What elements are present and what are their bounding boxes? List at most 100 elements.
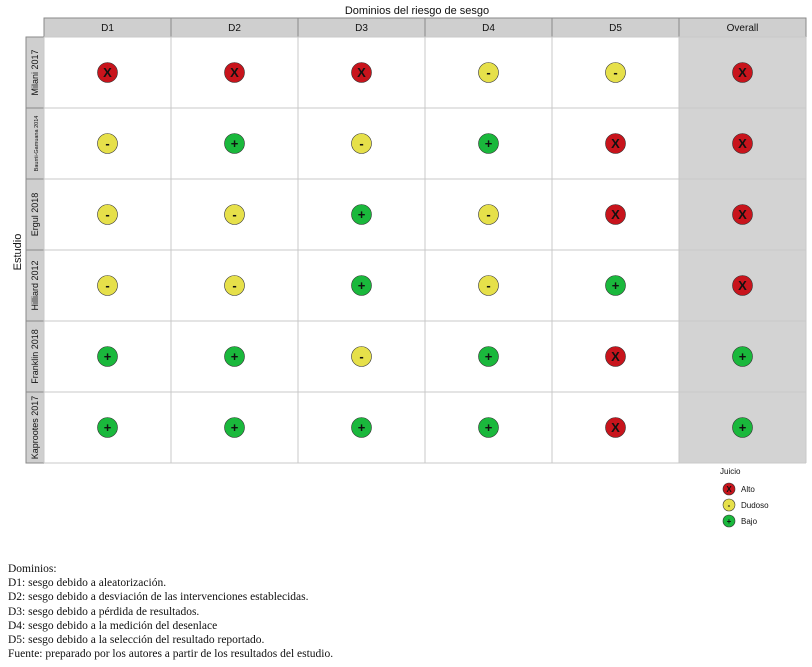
risk-of-bias-chart: Dominios del riesgo de sesgo Estudio D1 D… <box>12 5 807 528</box>
svg-text:-: - <box>105 207 109 222</box>
note-d2: D2: sesgo debido a desviación de las int… <box>8 591 309 604</box>
svg-text:X: X <box>738 278 747 293</box>
judgement-marker-kaprootes-2017-d3: + <box>351 417 372 438</box>
svg-text:-: - <box>359 349 363 364</box>
note-d3: D3: sesgo debido a pérdida de resultados… <box>8 605 200 618</box>
study-label-franklin-2018: Franklin 2018 <box>30 329 40 384</box>
notes-heading: Dominios: <box>8 563 57 575</box>
note-d1: D1: sesgo debido a aleatorización. <box>8 577 167 590</box>
judgement-marker-ergul-2018-d5: X <box>605 204 626 225</box>
svg-text:+: + <box>231 136 239 151</box>
judgement-marker-hilliard-2012-d3: + <box>351 275 372 296</box>
judgement-marker-milani-2017-d5: - <box>605 62 626 83</box>
legend-label-alto: Alto <box>741 485 755 494</box>
judgement-marker-kaprootes-2017-overall: + <box>732 417 753 438</box>
judgement-marker-baurrii-gamuana-2014-d2: + <box>224 133 245 154</box>
svg-text:-: - <box>728 501 731 510</box>
svg-text:+: + <box>739 420 747 435</box>
legend-title: Juicio <box>720 467 741 476</box>
column-header-label: D1 <box>101 23 114 34</box>
judgement-marker-milani-2017-d1: X <box>97 62 118 83</box>
legend-label-bajo: Bajo <box>741 517 758 526</box>
source-note: Fuente: preparado por los autores a part… <box>8 648 334 661</box>
chart-title: Dominios del riesgo de sesgo <box>345 5 489 17</box>
judgement-marker-milani-2017-overall: X <box>732 62 753 83</box>
judgement-marker-kaprootes-2017-d1: + <box>97 417 118 438</box>
svg-text:X: X <box>726 485 732 494</box>
judgement-marker-ergul-2018-overall: X <box>732 204 753 225</box>
svg-text:X: X <box>738 136 747 151</box>
svg-text:+: + <box>485 349 493 364</box>
judgement-marker-milani-2017-d2: X <box>224 62 245 83</box>
svg-text:X: X <box>738 65 747 80</box>
judgement-marker-baurrii-gamuana-2014-d1: - <box>97 133 118 154</box>
judgement-marker-franklin-2018-d5: X <box>605 346 626 367</box>
svg-text:X: X <box>611 207 620 222</box>
svg-text:+: + <box>358 278 366 293</box>
judgement-marker-milani-2017-d3: X <box>351 62 372 83</box>
judgement-marker-kaprootes-2017-d4: + <box>478 417 499 438</box>
svg-text:X: X <box>103 65 112 80</box>
study-label-ergul-2018: Ergul 2018 <box>30 193 40 237</box>
svg-text:-: - <box>232 207 236 222</box>
svg-text:-: - <box>359 136 363 151</box>
svg-text:+: + <box>231 349 239 364</box>
legend-marker-alto: X <box>722 482 736 496</box>
svg-text:X: X <box>230 65 239 80</box>
legend-marker-bajo: + <box>722 514 736 528</box>
judgement-marker-kaprootes-2017-d2: + <box>224 417 245 438</box>
svg-text:-: - <box>105 136 109 151</box>
study-label-kaprootes-2017: Kaprootes 2017 <box>30 396 40 460</box>
svg-text:+: + <box>485 420 493 435</box>
svg-text:+: + <box>612 278 620 293</box>
study-label-hilliard-2012: Hilliard 2012 <box>30 260 40 310</box>
note-d4: D4: sesgo debido a la medición del desen… <box>8 619 218 632</box>
svg-text:+: + <box>231 420 239 435</box>
svg-text:X: X <box>611 420 620 435</box>
study-label-milani-2017: Milani 2017 <box>30 49 40 95</box>
svg-text:-: - <box>613 65 617 80</box>
judgement-marker-franklin-2018-overall: + <box>732 346 753 367</box>
judgement-marker-franklin-2018-d4: + <box>478 346 499 367</box>
svg-text:-: - <box>486 278 490 293</box>
study-label-baurrii-gamuana-2014: Baurrii-Gamuana 2014 <box>34 116 40 172</box>
svg-text:+: + <box>358 207 366 222</box>
note-d5: D5: sesgo debido a la selección del resu… <box>8 634 265 647</box>
domain-notes: Dominios: D1: sesgo debido a aleatorizac… <box>8 562 333 661</box>
judgement-marker-franklin-2018-d2: + <box>224 346 245 367</box>
judgement-marker-ergul-2018-d4: - <box>478 204 499 225</box>
svg-text:-: - <box>486 65 490 80</box>
judgement-marker-baurrii-gamuana-2014-d5: X <box>605 133 626 154</box>
judgement-marker-ergul-2018-d3: + <box>351 204 372 225</box>
svg-text:-: - <box>486 207 490 222</box>
svg-text:X: X <box>738 207 747 222</box>
judgement-marker-baurrii-gamuana-2014-d4: + <box>478 133 499 154</box>
judgement-marker-hilliard-2012-d1: - <box>97 275 118 296</box>
judgement-marker-ergul-2018-d1: - <box>97 204 118 225</box>
judgement-marker-milani-2017-d4: - <box>478 62 499 83</box>
svg-text:+: + <box>485 136 493 151</box>
column-header-label: Overall <box>727 23 759 34</box>
judgement-marker-ergul-2018-d2: - <box>224 204 245 225</box>
svg-text:-: - <box>105 278 109 293</box>
svg-text:+: + <box>739 349 747 364</box>
judgement-marker-kaprootes-2017-d5: X <box>605 417 626 438</box>
judgement-marker-hilliard-2012-d2: - <box>224 275 245 296</box>
judgement-marker-hilliard-2012-d4: - <box>478 275 499 296</box>
svg-text:X: X <box>611 349 620 364</box>
judgement-marker-franklin-2018-d1: + <box>97 346 118 367</box>
column-header-label: D2 <box>228 23 241 34</box>
svg-text:+: + <box>104 420 112 435</box>
judgement-marker-baurrii-gamuana-2014-d3: - <box>351 133 372 154</box>
judgement-marker-hilliard-2012-d5: + <box>605 275 626 296</box>
svg-text:+: + <box>104 349 112 364</box>
svg-text:X: X <box>357 65 366 80</box>
column-header-label: D4 <box>482 23 495 34</box>
judgement-marker-hilliard-2012-overall: X <box>732 275 753 296</box>
column-header-label: D5 <box>609 23 622 34</box>
legend-label-dudoso: Dudoso <box>741 501 769 510</box>
legend-marker-dudoso: - <box>722 498 736 512</box>
judgement-marker-baurrii-gamuana-2014-overall: X <box>732 133 753 154</box>
svg-text:-: - <box>232 278 236 293</box>
y-axis-label: Estudio <box>12 234 24 271</box>
